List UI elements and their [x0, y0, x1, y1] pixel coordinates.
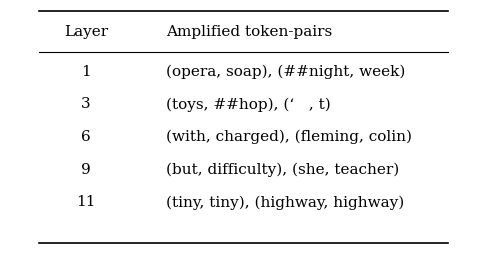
- Text: Layer: Layer: [64, 25, 108, 39]
- Text: (tiny, tiny), (highway, highway): (tiny, tiny), (highway, highway): [166, 195, 404, 210]
- Text: (with, charged), (fleming, colin): (with, charged), (fleming, colin): [166, 130, 412, 144]
- Text: Amplified token-pairs: Amplified token-pairs: [166, 25, 332, 39]
- Text: 11: 11: [76, 195, 96, 209]
- Text: 1: 1: [81, 65, 91, 79]
- Text: (toys, ##hop), (‘   , t): (toys, ##hop), (‘ , t): [166, 97, 331, 112]
- Text: 9: 9: [81, 163, 91, 177]
- Text: 3: 3: [81, 97, 91, 112]
- Text: (but, difficulty), (she, teacher): (but, difficulty), (she, teacher): [166, 163, 399, 177]
- Text: (opera, soap), (##night, week): (opera, soap), (##night, week): [166, 65, 405, 79]
- Text: 6: 6: [81, 130, 91, 144]
